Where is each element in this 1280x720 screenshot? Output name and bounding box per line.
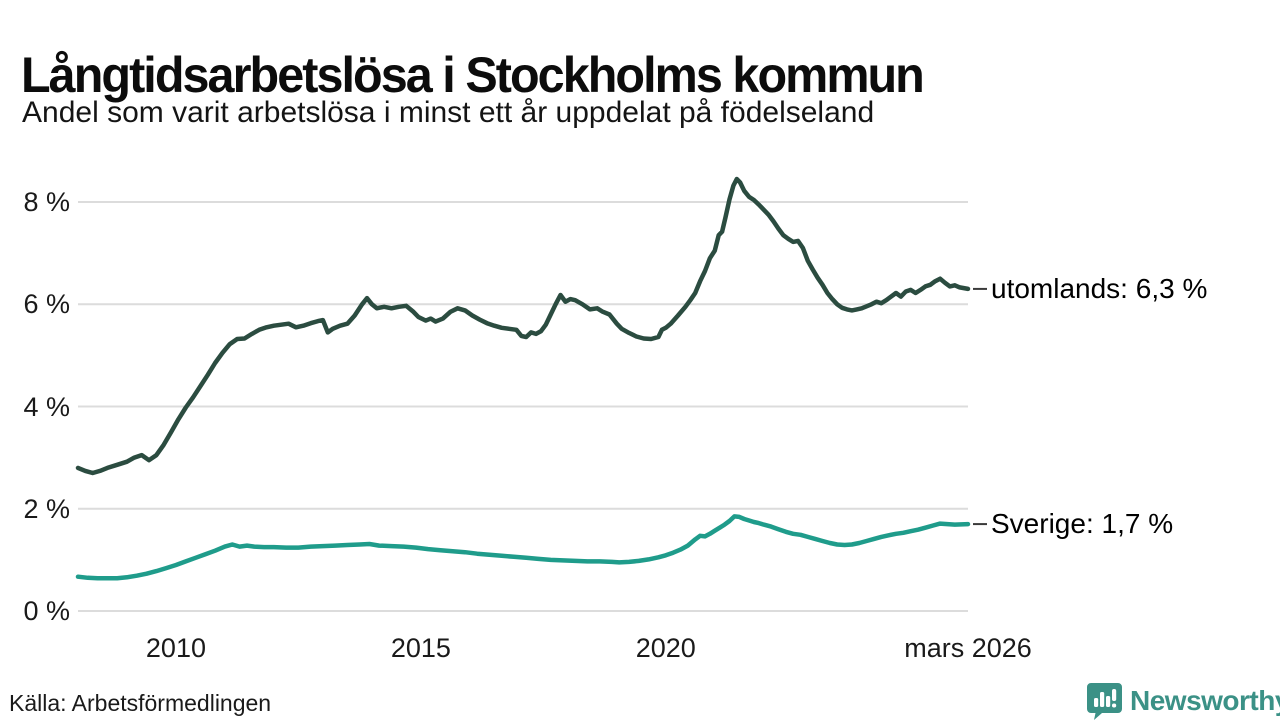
y-axis-tick-label: 8 %	[23, 187, 70, 217]
y-axis-tick-label: 0 %	[23, 596, 70, 626]
x-axis-tick-label: 2010	[145, 633, 206, 663]
page-title: Långtidsarbetslösa i Stockholms kommun	[21, 46, 925, 103]
newsworthy-logo: Newsworthy	[1086, 682, 1280, 720]
x-axis-tick-label: 2020	[635, 633, 696, 663]
y-axis-tick-label: 2 %	[23, 493, 70, 524]
y-axis-tick-label: 6 %	[23, 289, 70, 320]
series-line-utomlands	[75, 176, 971, 476]
series-line-sverige	[75, 514, 971, 581]
bar-chart-bubble-icon	[1087, 683, 1122, 720]
series-end-label-sverige: Sverige: 1,7 %	[991, 508, 1174, 540]
source-caption: Källa: Arbetsförmedlingen	[9, 690, 272, 716]
x-axis-tick-label: mars 2026	[904, 633, 1032, 663]
y-axis-tick-label: 4 %	[23, 391, 70, 422]
chart-subtitle: Andel som varit arbetslösa i minst ett å…	[22, 96, 875, 129]
brand-wordmark: Newsworthy	[1130, 685, 1280, 716]
x-axis-tick-label: 2015	[390, 633, 451, 663]
series-end-label-utomlands: utomlands: 6,3 %	[991, 272, 1208, 304]
